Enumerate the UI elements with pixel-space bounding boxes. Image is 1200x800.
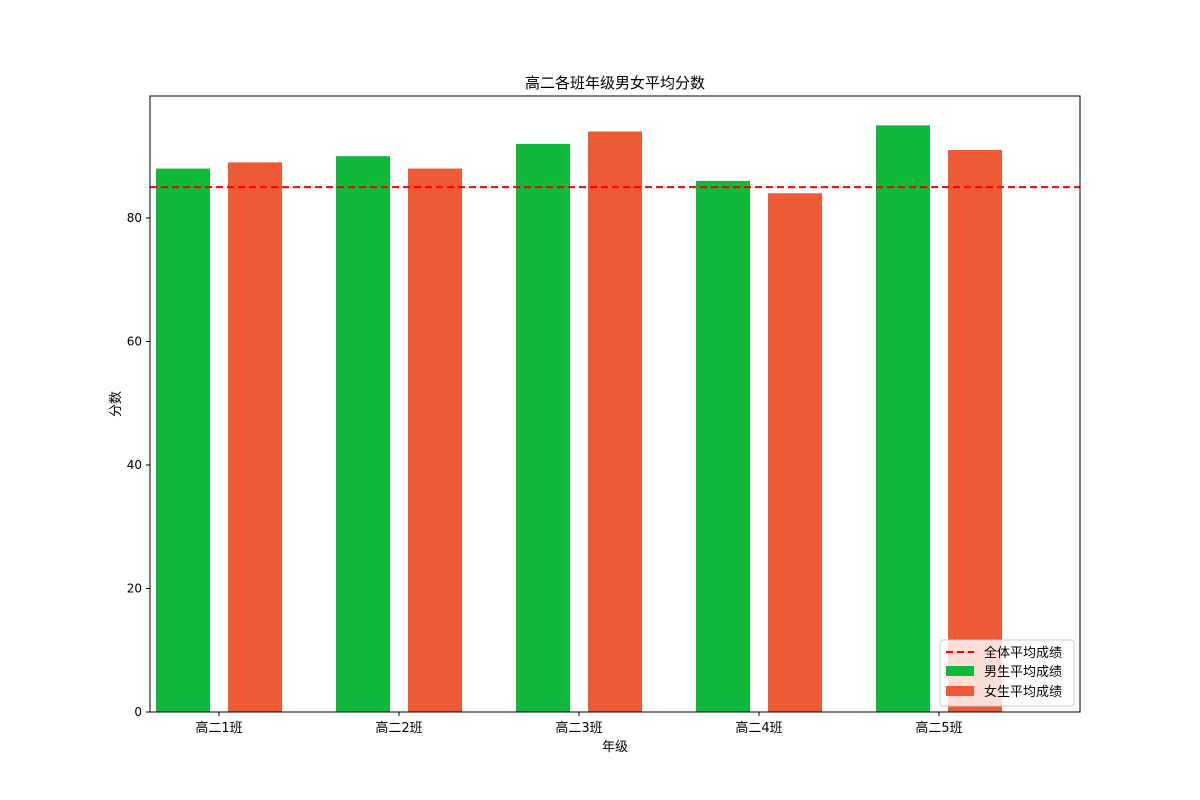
y-tick-label-2: 40	[127, 458, 142, 472]
girls-bar-4	[768, 193, 822, 712]
legend-girls-swatch	[946, 686, 974, 696]
x-tick-label-1: 高二1班	[195, 720, 242, 736]
x-tick-label-2: 高二2班	[375, 720, 422, 736]
legend: 全体平均成绩 男生平均成绩 女生平均成绩	[939, 639, 1075, 707]
boys-bar-5	[876, 125, 930, 713]
girls-bar-3	[588, 131, 642, 712]
y-tick-label-0: 0	[134, 705, 142, 719]
boys-bar-2	[336, 156, 390, 713]
bars-group	[156, 125, 1002, 713]
y-tick-label-4: 80	[127, 211, 142, 225]
x-tick-label-3: 高二3班	[555, 720, 602, 736]
x-axis-ticks: 高二1班 高二2班 高二3班 高二4班 高二5班	[195, 712, 963, 736]
legend-boys-swatch	[946, 666, 974, 676]
x-tick-label-5: 高二5班	[915, 720, 962, 736]
x-axis-label: 年级	[602, 740, 628, 755]
girls-bar-5	[948, 150, 1002, 712]
legend-girls-label: 女生平均成绩	[984, 684, 1062, 700]
legend-boys-label: 男生平均成绩	[984, 665, 1062, 680]
legend-reference-label: 全体平均成绩	[984, 645, 1062, 661]
y-axis-label: 分数	[109, 391, 124, 417]
y-tick-label-1: 20	[127, 581, 142, 595]
boys-bar-4	[696, 180, 750, 712]
girls-bar-2	[408, 168, 462, 712]
plot-frame	[149, 95, 1081, 713]
girls-bar-1	[228, 162, 282, 712]
boys-bar-3	[516, 143, 570, 713]
x-tick-label-4: 高二4班	[735, 720, 782, 736]
boys-bar-1	[156, 168, 210, 712]
y-axis-ticks: 0 20 40 60 80	[127, 211, 150, 719]
chart-title: 高二各班年级男女平均分数	[525, 74, 705, 92]
y-tick-label-3: 60	[127, 334, 142, 348]
